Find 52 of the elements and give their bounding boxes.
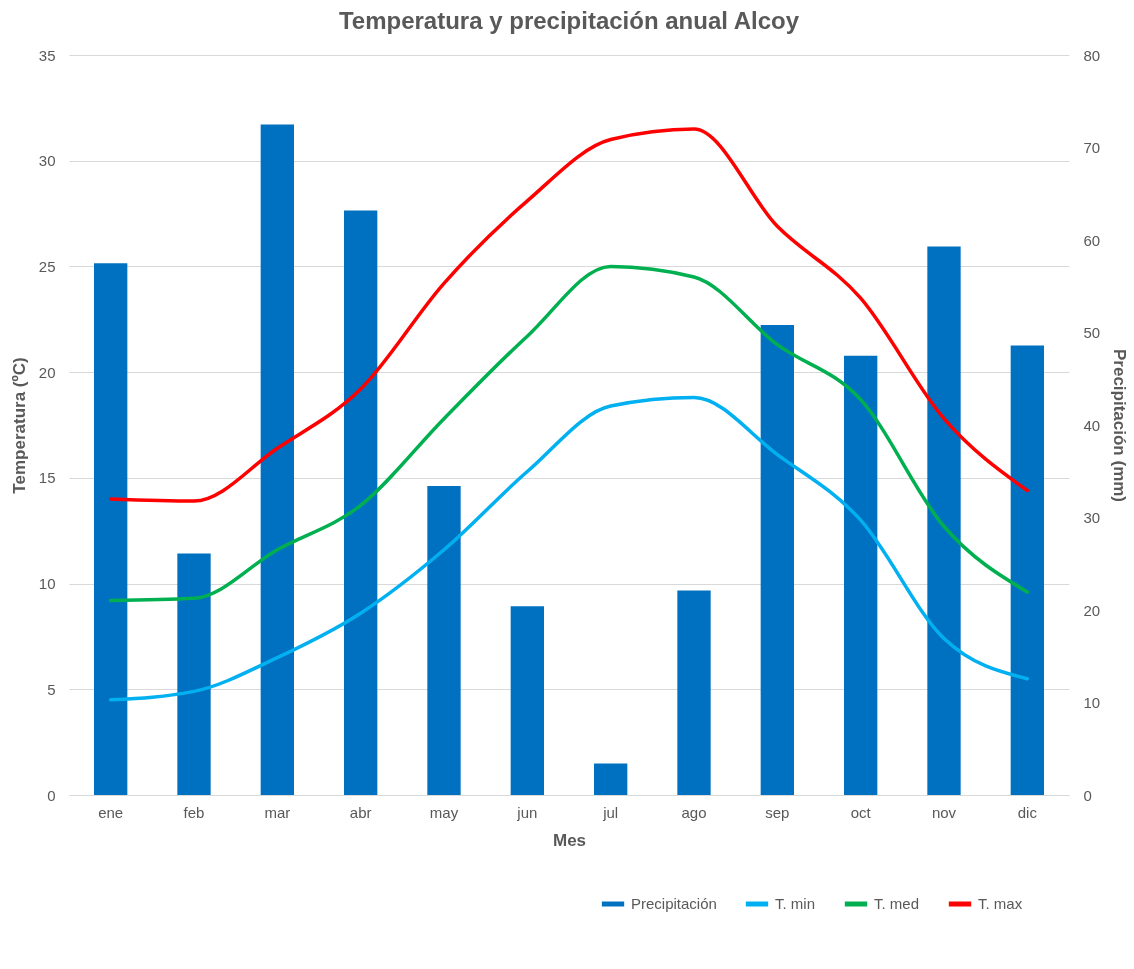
y2-tick-label: 70 bbox=[1083, 139, 1101, 156]
y2-tick-label: 30 bbox=[1083, 509, 1101, 526]
x-tick-label: jun bbox=[516, 803, 538, 821]
y2-axis-title: Precipitación (mm) bbox=[1110, 348, 1130, 503]
y2-tick-label: 0 bbox=[1083, 786, 1092, 804]
bar bbox=[427, 486, 461, 795]
bar bbox=[594, 763, 628, 795]
y-tick-label: 25 bbox=[38, 257, 56, 275]
line-series bbox=[108, 127, 1030, 503]
bar bbox=[844, 355, 878, 795]
chart-title: Temperatura y precipitación anual Alcoy bbox=[338, 7, 800, 34]
bar bbox=[510, 606, 544, 795]
y2-tick-label: 10 bbox=[1083, 694, 1101, 711]
x-tick-label: oct bbox=[850, 803, 872, 821]
x-tick-label: may bbox=[429, 803, 459, 821]
x-tick-label: nov bbox=[931, 803, 957, 821]
y-tick-label: 5 bbox=[47, 680, 56, 698]
y2-tick-label: 40 bbox=[1083, 416, 1101, 434]
legend-label: Precipitación bbox=[631, 895, 717, 912]
bar bbox=[677, 590, 711, 795]
x-tick-label: jul bbox=[602, 803, 619, 821]
x-axis-title: Mes bbox=[552, 830, 587, 850]
y2-tick-label: 20 bbox=[1083, 601, 1101, 619]
bar bbox=[94, 263, 128, 795]
bar bbox=[760, 325, 794, 795]
y-tick-label: 35 bbox=[38, 46, 56, 64]
line-series bbox=[108, 264, 1030, 603]
y-tick-label: 10 bbox=[38, 575, 56, 593]
y-tick-label: 15 bbox=[38, 469, 56, 487]
x-tick-label: ene bbox=[98, 803, 124, 821]
bar bbox=[260, 124, 294, 795]
x-tick-label: feb bbox=[183, 803, 205, 821]
x-tick-label: dic bbox=[1017, 803, 1038, 821]
x-tick-label: abr bbox=[349, 803, 372, 821]
x-tick-label: sep bbox=[765, 803, 790, 821]
line-series bbox=[108, 395, 1030, 702]
x-tick-label: ago bbox=[681, 803, 707, 821]
y2-tick-label: 50 bbox=[1083, 324, 1101, 341]
y-axis-title: Temperatura (ºC) bbox=[9, 357, 29, 494]
legend-label: T. max bbox=[978, 895, 1023, 912]
x-tick-label: mar bbox=[264, 803, 291, 821]
legend-label: T. min bbox=[775, 895, 816, 912]
bar bbox=[1010, 345, 1044, 795]
y2-tick-label: 60 bbox=[1083, 231, 1101, 249]
bar bbox=[344, 210, 378, 795]
legend-label: T. med bbox=[874, 895, 920, 912]
bar bbox=[177, 553, 211, 795]
y-tick-label: 20 bbox=[38, 363, 56, 381]
y-tick-label: 30 bbox=[38, 152, 56, 170]
y-tick-label: 0 bbox=[47, 786, 56, 804]
y2-tick-label: 80 bbox=[1083, 46, 1101, 64]
bar bbox=[927, 246, 961, 795]
